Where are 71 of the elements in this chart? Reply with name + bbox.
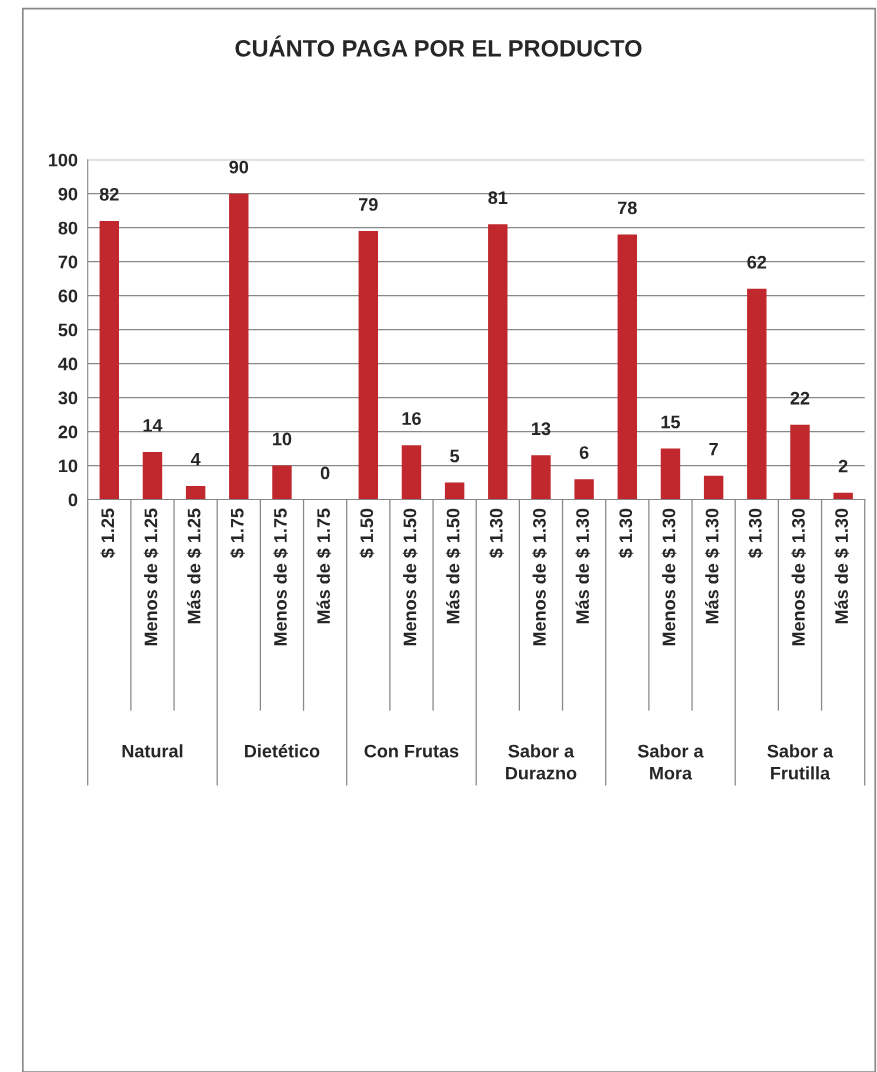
y-tick-label: 30: [58, 391, 78, 405]
y-tick-label: 100: [48, 153, 78, 167]
data-label: 22: [790, 391, 810, 405]
x-tick-label: Menos de $ 1.50: [402, 508, 418, 646]
bar: [229, 193, 249, 500]
data-label: 16: [402, 412, 421, 425]
y-tick-label: 90: [58, 187, 78, 201]
y-tick-label: 70: [58, 255, 78, 269]
x-tick-label: $ 1.30: [489, 508, 504, 559]
bar: [833, 492, 853, 500]
x-tick-label: $ 1.25: [100, 508, 116, 559]
x-tick-label: $ 1.75: [230, 508, 245, 559]
x-tick-label: $ 1.30: [748, 508, 763, 559]
x-tick-label: Menos de $ 1.30: [791, 508, 806, 646]
y-tick-label: 20: [58, 425, 78, 439]
data-label: 2: [838, 459, 848, 473]
x-tick-label: Más de $ 1.30: [704, 508, 720, 624]
y-tick-label: 50: [58, 323, 78, 337]
data-label: 14: [143, 419, 163, 432]
x-tick-label: Menos de $ 1.30: [532, 508, 547, 646]
x-tick-label: Menos de $ 1.30: [661, 508, 677, 646]
data-label: 81: [488, 191, 508, 205]
bar: [660, 448, 681, 500]
data-label: 4: [190, 453, 201, 466]
bar: [272, 465, 292, 500]
bar: [531, 455, 551, 500]
x-tick-label: Más de $ 1.25: [186, 508, 202, 624]
text: Sabor a Frutilla: [767, 744, 834, 780]
bar: [142, 451, 163, 500]
bar: [703, 475, 724, 500]
bar: [574, 479, 594, 500]
y-tick-label: 10: [59, 459, 78, 473]
data-label: 5: [450, 449, 460, 463]
x-tick-label: Más de $ 1.30: [575, 508, 591, 624]
x-tick-label: Más de $ 1.75: [316, 508, 332, 624]
bar: [617, 234, 638, 500]
data-label: 0: [320, 466, 330, 480]
bar: [488, 224, 508, 500]
text: Natural: [122, 744, 183, 758]
bar: [185, 485, 206, 500]
text: Con Frutas: [364, 744, 459, 758]
data-label: 7: [709, 442, 718, 456]
data-label: 78: [618, 201, 637, 215]
data-label: 82: [99, 187, 119, 201]
text: Sabor a Mora: [637, 744, 704, 780]
x-tick-label: Más de $ 1.30: [834, 508, 850, 624]
bar: [99, 220, 119, 500]
data-label: 79: [359, 198, 378, 211]
data-label: 10: [273, 432, 292, 446]
bar: [747, 288, 767, 500]
data-label: 15: [661, 415, 681, 429]
y-tick-label: 40: [58, 357, 78, 371]
chart-title: CUÁNTO PAGA POR EL PRODUCTO: [235, 35, 642, 57]
bar: [790, 424, 810, 500]
data-label: 6: [579, 446, 589, 459]
text: Dietético: [245, 744, 320, 758]
y-tick-label: 80: [58, 221, 78, 235]
bar: [444, 482, 465, 500]
x-tick-label: Menos de $ 1.75: [273, 508, 288, 646]
x-tick-label: $ 1.30: [618, 508, 634, 559]
x-tick-label: Más de $ 1.50: [445, 508, 461, 624]
bar: [401, 445, 422, 500]
x-tick-label: Menos de $ 1.25: [143, 508, 159, 646]
y-tick-label: 0: [68, 493, 78, 507]
data-label: 13: [532, 422, 551, 436]
text: Sabor a Durazno: [506, 744, 577, 780]
y-tick-label: 60: [58, 289, 78, 303]
data-label: 90: [229, 160, 249, 174]
data-label: 62: [747, 255, 767, 269]
x-tick-label: $ 1.50: [359, 508, 375, 559]
bar: [358, 231, 378, 500]
